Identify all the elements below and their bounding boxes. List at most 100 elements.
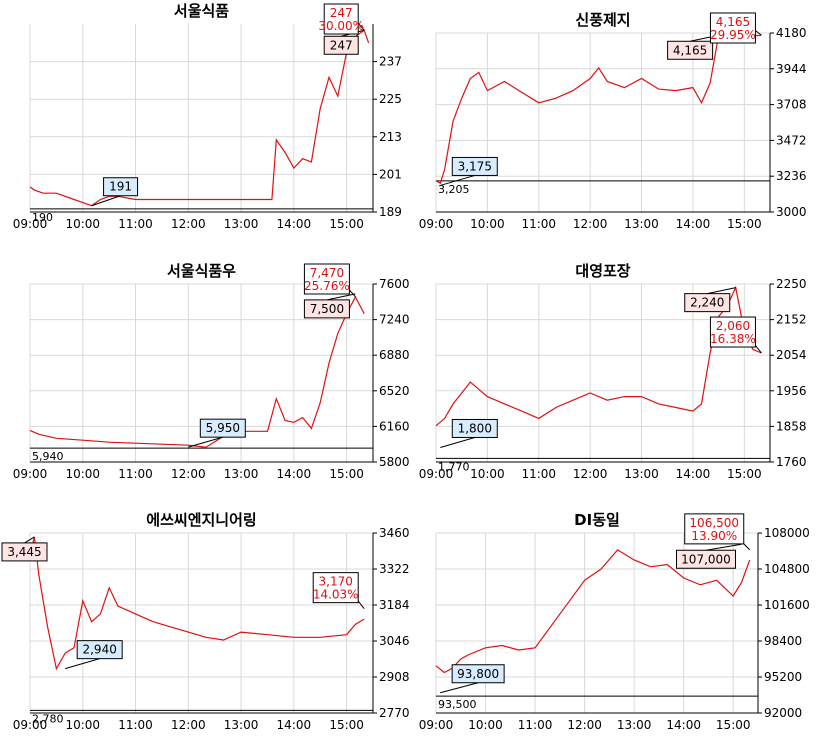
callout-value: 7,470 (310, 266, 344, 280)
x-tick-label: 15:00 (329, 467, 364, 481)
y-tick-label: 225 (379, 92, 402, 106)
base-label: 93,500 (438, 698, 477, 711)
x-tick-label: 14:00 (277, 718, 312, 732)
x-tick-label: 13:00 (224, 718, 259, 732)
x-tick-label: 15:00 (727, 467, 762, 481)
x-tick-label: 10:00 (65, 217, 100, 231)
y-tick-label: 3000 (776, 205, 807, 219)
y-tick-label: 3944 (776, 62, 807, 76)
callout-pointer (326, 293, 356, 301)
callout-box (684, 513, 745, 545)
chart-title: 에쓰씨엔지니어링 (146, 511, 256, 529)
x-tick-label: 12:00 (573, 467, 608, 481)
x-tick-label: 12:00 (171, 467, 206, 481)
y-tick-label: 2250 (776, 277, 807, 291)
callout-box (199, 418, 246, 438)
y-tick-label: 1760 (776, 455, 807, 469)
y-tick-label: 2908 (379, 670, 410, 684)
y-tick-label: 5800 (379, 455, 410, 469)
callout-pointer (440, 174, 475, 186)
callout-value: 191 (109, 180, 132, 194)
price-line (29, 536, 365, 671)
x-tick-label: 14:00 (676, 217, 711, 231)
y-tick-label: 2152 (776, 313, 807, 327)
y-tick-label: 3322 (379, 562, 410, 576)
x-tick-label: 10:00 (470, 467, 505, 481)
chart-panel: 신풍제지 09:00 10:00 11:00 12:00 13:00 14:00 15:00 3… (419, 11, 807, 231)
x-tick-label: 09:00 (13, 467, 48, 481)
base-label: 5,940 (32, 450, 64, 463)
chart-panel: 서울식품우 09:00 10:00 11:00 12:00 13:00 14:00 15:00… (13, 262, 410, 481)
callout-box (451, 418, 498, 438)
y-tick-label: 7240 (379, 313, 410, 327)
callout-box (303, 263, 350, 295)
callout-value: 2,940 (82, 643, 116, 657)
base-label: 190 (32, 211, 53, 224)
callout-pointer (440, 436, 475, 448)
callout-pointer (65, 658, 100, 670)
callout-pointer (188, 436, 223, 448)
callout-pointer (24, 536, 35, 544)
callout-box (667, 40, 714, 60)
y-tick-label: 201 (379, 167, 402, 181)
callout-box (312, 572, 359, 604)
callout-value: 2,240 (690, 296, 724, 310)
x-tick-label: 12:00 (573, 217, 608, 231)
callout-value: 4,165 (673, 43, 707, 57)
y-tick-label: 213 (379, 130, 402, 144)
y-tick-label: 92000 (764, 706, 802, 720)
callout-percent: 25.76% (304, 279, 350, 293)
callout-value: 247 (330, 38, 353, 52)
callout-percent: 14.03% (313, 588, 359, 602)
y-tick-label: 7600 (379, 277, 410, 291)
callout-percent: 13.90% (691, 529, 737, 543)
callout-value: 3,175 (458, 159, 492, 173)
x-tick-label: 10:00 (65, 718, 100, 732)
x-tick-label: 09:00 (419, 718, 454, 732)
chart-title: 대영포장 (575, 262, 630, 280)
chart-panel: DI동일 09:00 10:00 11:00 12:00 13:00 14:00 15:00 9… (419, 511, 810, 732)
price-line (29, 295, 365, 448)
base-label: 2,780 (32, 712, 64, 725)
chart-panel: 대영포장 09:00 10:00 11:00 12:00 13:00 14:00 15:00 1… (419, 262, 807, 481)
y-tick-label: 6880 (379, 348, 410, 362)
callout-value: 7,500 (310, 302, 344, 316)
x-tick-label: 13:00 (624, 217, 659, 231)
x-tick-label: 13:00 (224, 217, 259, 231)
base-label: 3,205 (438, 183, 470, 196)
x-tick-label: 15:00 (329, 217, 364, 231)
x-tick-label: 13:00 (224, 467, 259, 481)
x-tick-label: 14:00 (676, 467, 711, 481)
x-tick-label: 12:00 (567, 718, 602, 732)
chart-title: 신풍제지 (575, 11, 630, 29)
y-tick-label: 3184 (379, 598, 410, 612)
y-tick-label: 189 (379, 205, 402, 219)
x-tick-label: 09:00 (419, 217, 454, 231)
callout-value: 3,445 (7, 545, 41, 559)
y-tick-label: 3460 (379, 526, 410, 540)
x-tick-label: 09:00 (419, 467, 454, 481)
x-tick-label: 12:00 (171, 718, 206, 732)
callout-value: 107,000 (681, 552, 731, 566)
x-tick-label: 13:00 (617, 718, 652, 732)
x-tick-label: 11:00 (521, 217, 556, 231)
y-tick-label: 3472 (776, 133, 807, 147)
callout-box (675, 549, 736, 569)
y-tick-label: 108000 (764, 526, 810, 540)
y-tick-label: 3708 (776, 98, 807, 112)
callout-value: 2,060 (716, 319, 750, 333)
callout-box (451, 156, 498, 176)
callout-value: 4,165 (716, 15, 750, 29)
price-line (435, 549, 751, 674)
callout-pointer (440, 682, 479, 694)
x-tick-label: 15:00 (716, 718, 751, 732)
callout-value: 106,500 (689, 516, 739, 530)
y-tick-label: 4180 (776, 26, 807, 40)
x-tick-label: 11:00 (118, 467, 153, 481)
chart-title: DI동일 (574, 511, 620, 529)
callout-box (103, 177, 139, 197)
callout-pointer (705, 543, 742, 551)
x-tick-label: 15:00 (727, 217, 762, 231)
